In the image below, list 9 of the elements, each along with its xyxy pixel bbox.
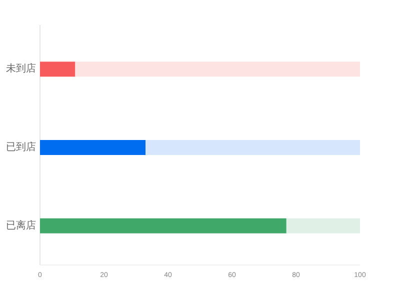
- y-tick-label: 未到店: [6, 62, 36, 75]
- y-tick-label: 已到店: [6, 141, 36, 153]
- bar: [75, 62, 360, 77]
- bar: [40, 140, 146, 155]
- bar: [146, 140, 360, 155]
- bar: [286, 218, 360, 234]
- bar: [40, 62, 76, 77]
- bar: [40, 218, 286, 234]
- y-tick-label: 已离店: [6, 219, 36, 232]
